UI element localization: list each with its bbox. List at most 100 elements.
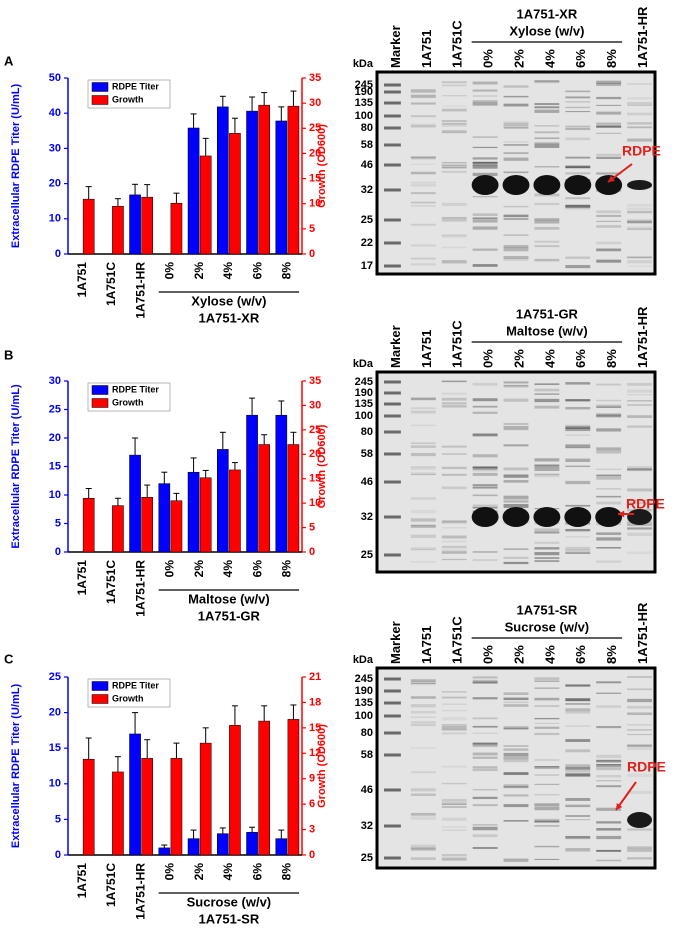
gel-strain-label: 1A751-SR bbox=[517, 602, 578, 617]
gel-band bbox=[503, 794, 529, 797]
kda-label: kDa bbox=[353, 654, 374, 666]
gel-background bbox=[377, 372, 655, 572]
lane-label: 8% bbox=[604, 49, 619, 68]
gel-band bbox=[534, 142, 560, 145]
bar bbox=[129, 194, 141, 255]
gel-band bbox=[441, 545, 467, 549]
lane-label: 2% bbox=[511, 349, 526, 368]
gel-band bbox=[410, 202, 436, 204]
gel-band bbox=[472, 717, 498, 720]
error-bar bbox=[132, 183, 139, 195]
gel-band bbox=[472, 248, 498, 251]
gel-band bbox=[565, 698, 591, 702]
y2-tick-label: 15 bbox=[309, 722, 321, 734]
marker-label: 32 bbox=[361, 820, 373, 832]
marker-label: 135 bbox=[355, 97, 373, 109]
gel-band bbox=[472, 81, 498, 85]
bar bbox=[246, 110, 258, 255]
gel-band bbox=[503, 561, 529, 565]
gel-band bbox=[384, 414, 401, 418]
panel-letter: B bbox=[4, 347, 13, 362]
y-tick-label: 25 bbox=[49, 671, 61, 683]
gel-band bbox=[627, 499, 652, 502]
marker-label: 58 bbox=[361, 448, 373, 460]
y-tick-label: 5 bbox=[55, 813, 61, 825]
gel-band bbox=[565, 739, 591, 742]
y2-tick-label: 15 bbox=[309, 172, 321, 184]
gel-band bbox=[472, 217, 498, 220]
gel-band bbox=[565, 504, 591, 507]
lane-label: 1A751 bbox=[419, 330, 434, 368]
gel-band bbox=[472, 824, 498, 826]
y2-tick-label: 12 bbox=[309, 747, 321, 759]
error-bar bbox=[144, 484, 151, 498]
marker-label: 58 bbox=[361, 749, 373, 761]
gel-band bbox=[627, 122, 652, 125]
gel-band bbox=[472, 102, 498, 106]
gel-band bbox=[627, 112, 652, 116]
bar bbox=[158, 847, 171, 856]
marker-label: 190 bbox=[355, 387, 373, 399]
gel-band bbox=[503, 214, 529, 218]
gel-band bbox=[441, 402, 467, 405]
gel-band bbox=[441, 540, 467, 543]
gel-band bbox=[534, 726, 560, 729]
y2-tick-label: 20 bbox=[309, 147, 321, 159]
gel-band bbox=[565, 111, 591, 113]
gel-band bbox=[472, 804, 498, 807]
gel-band bbox=[384, 856, 401, 860]
gel-band bbox=[503, 804, 529, 808]
gel-band bbox=[410, 115, 436, 118]
gel-band bbox=[472, 768, 498, 772]
gel-band bbox=[503, 103, 529, 107]
bar bbox=[112, 505, 124, 553]
gel-band bbox=[565, 804, 591, 808]
panel-letter: A bbox=[4, 53, 14, 68]
lane-label: 6% bbox=[573, 645, 588, 664]
gel-band bbox=[472, 472, 498, 476]
gel-band bbox=[441, 234, 467, 236]
gel-band bbox=[472, 433, 498, 437]
gel-band bbox=[441, 854, 467, 856]
gel-band bbox=[627, 468, 652, 471]
gel-band bbox=[627, 180, 652, 190]
gel-band bbox=[441, 527, 467, 529]
gel-band bbox=[410, 184, 436, 187]
gel-band bbox=[410, 560, 436, 563]
gel-band bbox=[441, 122, 467, 125]
gel-band bbox=[410, 407, 436, 410]
gel-band bbox=[627, 706, 652, 709]
gel-band bbox=[441, 392, 467, 395]
gel-band bbox=[410, 704, 436, 708]
gel-band bbox=[534, 820, 560, 823]
gel-band bbox=[503, 556, 529, 559]
gel-band bbox=[627, 688, 652, 691]
gel-band bbox=[472, 697, 498, 700]
gel-band bbox=[441, 717, 467, 721]
lane-label: 1A751 bbox=[419, 30, 434, 68]
gel-band bbox=[596, 83, 622, 87]
bar bbox=[170, 500, 183, 553]
x-tick-label: 6% bbox=[250, 262, 264, 280]
y-tick-label: 10 bbox=[49, 778, 61, 790]
gel-band bbox=[472, 196, 498, 198]
gel-band bbox=[565, 711, 591, 714]
gel-band bbox=[596, 754, 622, 758]
bar bbox=[82, 498, 95, 553]
gel-band bbox=[410, 524, 436, 527]
gel-band bbox=[596, 215, 622, 217]
gel-band bbox=[596, 399, 622, 402]
y2-tick-label: 0 bbox=[309, 248, 315, 260]
gel-band bbox=[596, 532, 622, 535]
gel-band bbox=[384, 391, 401, 395]
gel-band bbox=[534, 845, 560, 848]
gel-band bbox=[565, 434, 591, 436]
gel-band bbox=[410, 204, 436, 207]
y2-tick-label: 9 bbox=[309, 773, 315, 785]
x-tick-label: 0% bbox=[163, 560, 177, 578]
band-label: RDPE bbox=[627, 759, 666, 775]
gel-band bbox=[627, 219, 652, 223]
y-tick-label: 20 bbox=[49, 707, 61, 719]
gel-band bbox=[472, 743, 498, 745]
gel-band bbox=[503, 786, 529, 788]
